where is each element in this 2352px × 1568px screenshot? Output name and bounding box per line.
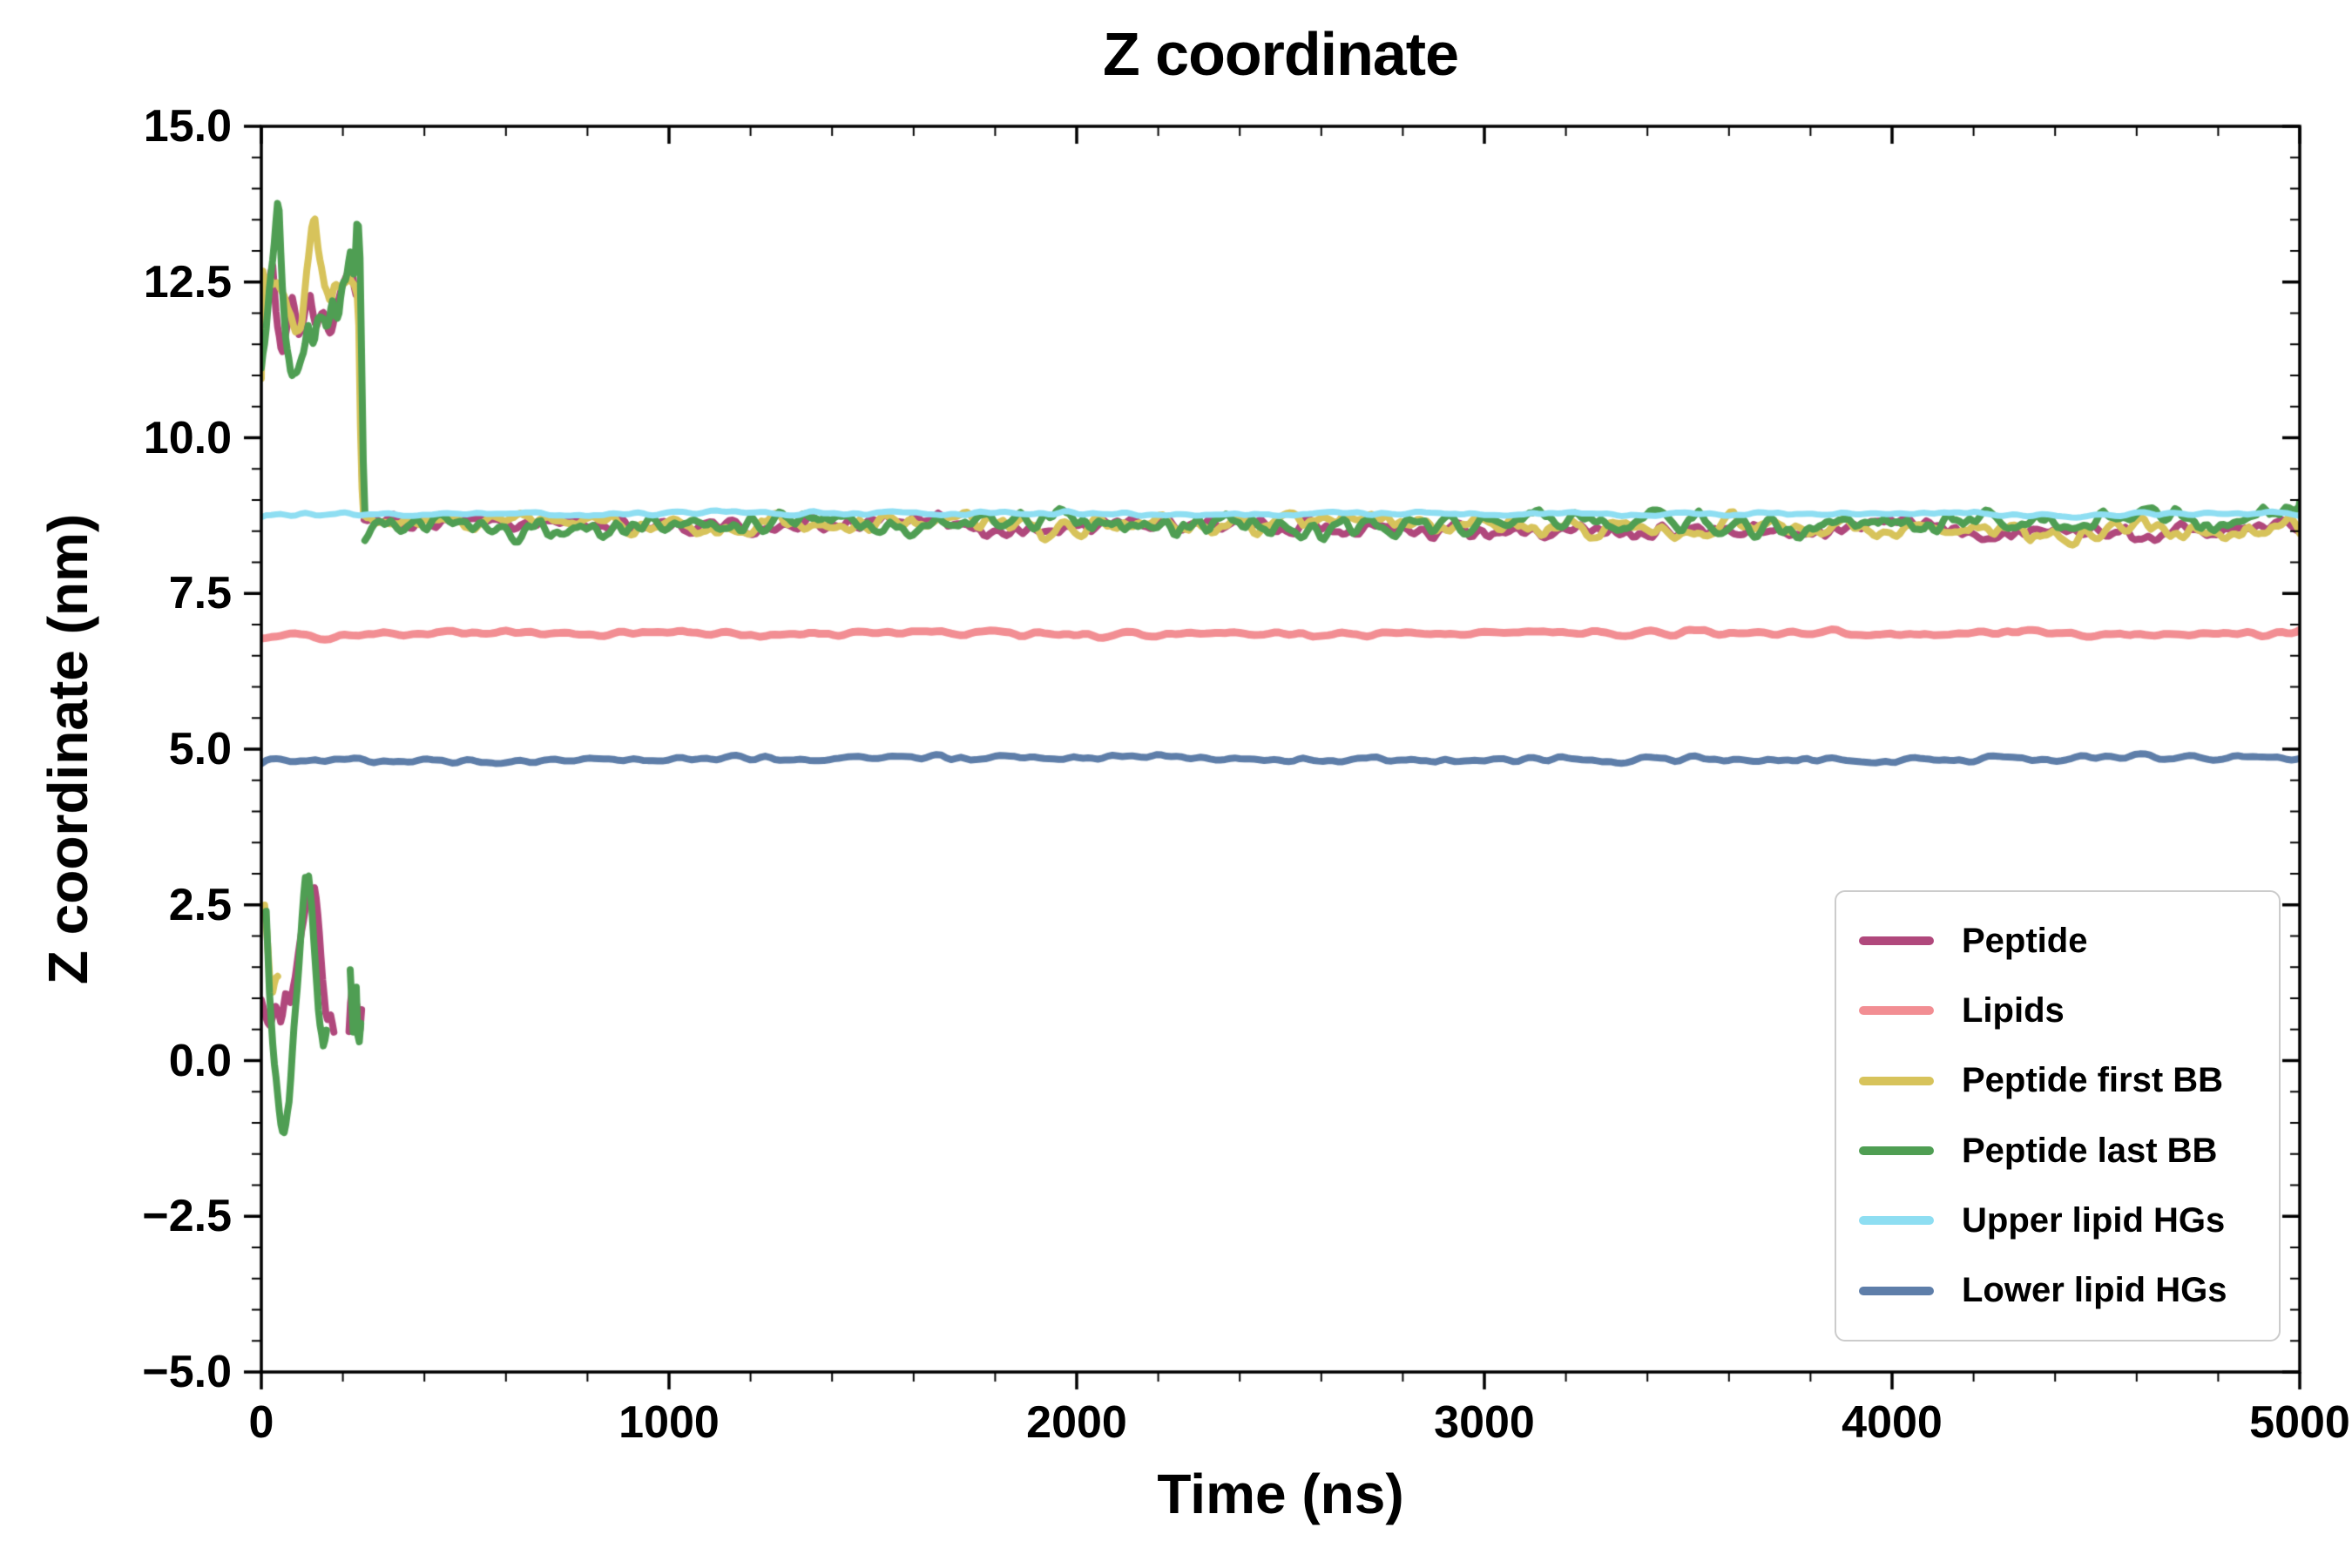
legend-label: Lower lipid HGs [1962,1271,2227,1310]
legend-swatch [1859,1146,1934,1156]
x-tick-label: 4000 [1842,1397,1943,1448]
y-tick-label: −5.0 [142,1347,232,1397]
y-tick-label: 15.0 [143,101,232,152]
legend-label: Peptide last BB [1962,1131,2218,1170]
legend-label: Lipids [1962,990,2065,1030]
legend-label: Peptide [1962,921,2088,960]
legend-entry: Upper lipid HGs [1859,1201,2268,1240]
x-tick-label: 3000 [1434,1397,1535,1448]
legend-entry: Peptide first BB [1859,1061,2268,1100]
chart-title: Z coordinate [1102,20,1459,88]
x-tick-label: 5000 [2249,1397,2350,1448]
legend-entry: Lipids [1859,991,2268,1031]
y-axis-label: Z coordinate (nm) [37,513,99,985]
legend-label: Upper lipid HGs [1962,1200,2226,1240]
x-tick-label: 2000 [1026,1397,1127,1448]
legend: Peptide Lipids Peptide first BB Peptide las… [1835,890,2281,1342]
legend-entry: Peptide [1859,922,2268,961]
x-axis-label: Time (ns) [1157,1463,1404,1525]
legend-swatch [1859,1216,1934,1226]
legend-swatch [1859,1076,1934,1085]
y-tick-label: 0.0 [168,1035,232,1086]
y-tick-label: 7.5 [168,568,232,619]
y-tick-label: 10.0 [143,412,232,463]
y-tick-label: 12.5 [143,256,232,308]
legend-label: Peptide first BB [1962,1061,2224,1100]
legend-swatch [1859,1006,1934,1016]
y-tick-label: −2.5 [142,1191,232,1242]
legend-swatch [1859,1286,1934,1295]
y-tick-label: 5.0 [168,724,232,774]
legend-swatch [1859,936,1934,946]
legend-entry: Peptide last BB [1859,1132,2268,1171]
legend-entry: Lower lipid HGs [1859,1271,2268,1310]
y-tick-label: 2.5 [168,879,232,930]
x-tick-label: 1000 [618,1397,720,1448]
x-tick-label: 0 [248,1397,274,1448]
